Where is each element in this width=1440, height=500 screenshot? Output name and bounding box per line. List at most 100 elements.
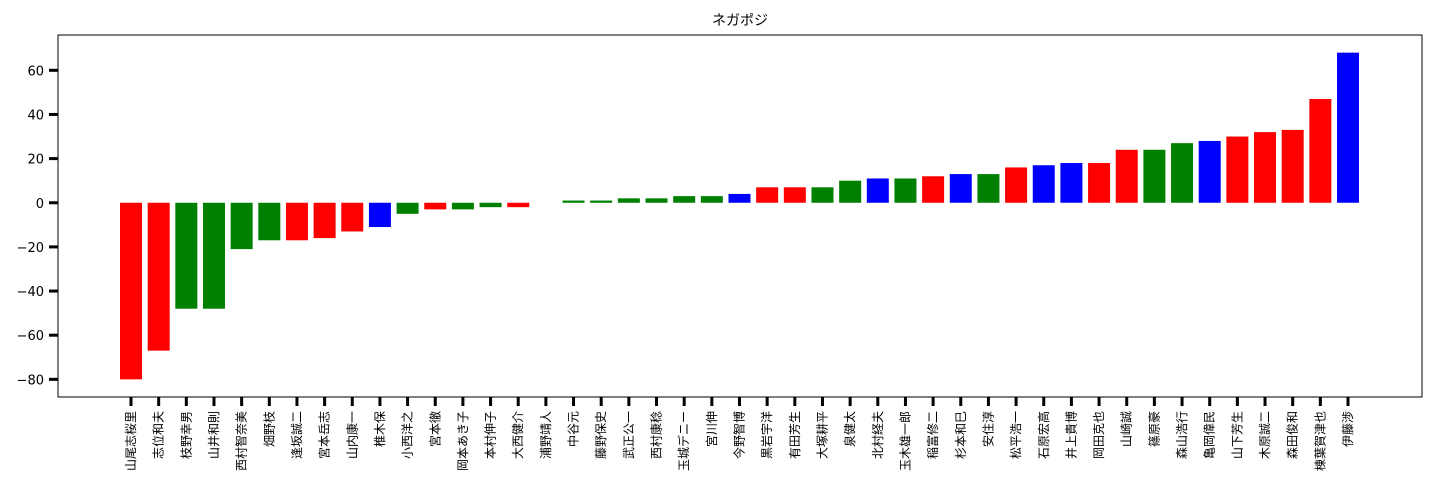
y-tick-label: −40 xyxy=(17,285,44,300)
bar xyxy=(977,174,1000,203)
x-tick-label: 志位和夫 xyxy=(151,411,166,459)
bar xyxy=(783,187,806,203)
x-tick-label: 玉城デニー xyxy=(676,411,691,471)
bar xyxy=(617,198,640,203)
x-tick-label: 逢坂誠二 xyxy=(290,411,304,459)
x-tick-label: 山尾志桜里 xyxy=(124,411,138,471)
x-axis: 山尾志桜里 志位和夫 枝野幸男 山井和則 西村智奈美 畑野枝 逢坂誠二 宮本岳志 山内康一 椎木保… xyxy=(124,397,1355,471)
bar xyxy=(562,200,585,203)
x-tick-label: 山内康一 xyxy=(344,411,359,459)
bar xyxy=(1226,136,1249,203)
y-tick-label: −80 xyxy=(17,373,44,388)
bar xyxy=(479,202,502,208)
x-tick-label: 安住淳 xyxy=(980,411,995,447)
bar xyxy=(645,198,668,203)
x-tick-label: 武正公一 xyxy=(622,411,636,459)
bar xyxy=(1198,140,1221,203)
y-tick-label: 20 xyxy=(27,153,44,168)
y-tick-label: −20 xyxy=(17,241,44,256)
x-tick-label: 森山浩行 xyxy=(1174,411,1189,459)
bar xyxy=(728,193,751,203)
y-tick-label: 60 xyxy=(27,64,44,79)
bar xyxy=(1032,165,1055,203)
x-tick-label: 杉本和巳 xyxy=(954,411,968,459)
x-tick-label: 玉木雄一郎 xyxy=(897,411,912,471)
x-tick-label: 浦野靖人 xyxy=(539,411,553,459)
x-tick-label: 北村経夫 xyxy=(871,411,885,459)
bars-group xyxy=(120,52,1359,380)
x-tick-label: 伊藤渉 xyxy=(1340,411,1355,447)
x-tick-label: 宮川伸 xyxy=(704,411,719,447)
x-tick-label: 松平浩一 xyxy=(1009,411,1023,459)
bar xyxy=(341,202,364,232)
bar xyxy=(866,178,889,203)
bar xyxy=(120,202,142,380)
x-tick-label: 森田俊和 xyxy=(1285,411,1300,459)
bar xyxy=(1309,99,1332,203)
bar xyxy=(590,200,613,203)
x-tick-label: 宮本徹 xyxy=(427,411,442,447)
x-tick-label: 畑野枝 xyxy=(261,411,276,447)
bar xyxy=(147,202,170,351)
plot-frame xyxy=(57,34,1423,398)
bar xyxy=(673,196,696,203)
x-tick-label: 亀岡偉民 xyxy=(1203,411,1217,459)
bar xyxy=(230,202,253,250)
bar xyxy=(175,202,198,309)
bar xyxy=(1171,143,1194,203)
bar xyxy=(507,202,530,208)
y-axis: −80 −60 −40 −20 0 20 40 60 xyxy=(17,64,58,388)
x-tick-label: 井上貴博 xyxy=(1063,411,1078,459)
x-tick-label: 山崎誠 xyxy=(1120,411,1134,447)
bar xyxy=(1337,52,1359,203)
x-tick-label: 中谷元 xyxy=(566,411,581,447)
x-tick-label: 泉健太 xyxy=(842,411,857,447)
bar xyxy=(1281,129,1304,203)
bar xyxy=(1254,132,1277,203)
bar xyxy=(949,174,972,203)
bar xyxy=(1088,163,1111,203)
bar xyxy=(839,180,862,203)
y-tick-label: −60 xyxy=(17,329,44,344)
x-tick-label: 西村康稔 xyxy=(649,411,664,459)
bar xyxy=(313,202,336,239)
x-tick-label: 山下芳生 xyxy=(1230,411,1244,459)
y-tick-label: 40 xyxy=(27,108,44,123)
bar xyxy=(202,202,225,309)
bar xyxy=(1115,149,1138,203)
x-tick-label: 大塚耕平 xyxy=(814,411,829,459)
bar xyxy=(285,202,308,241)
x-tick-label: 岡本あき子 xyxy=(456,411,470,471)
bar xyxy=(811,187,834,203)
x-tick-label: 本村伸子 xyxy=(484,411,498,459)
bar xyxy=(894,178,917,203)
bar xyxy=(396,202,419,214)
x-tick-label: 西村智奈美 xyxy=(234,411,249,471)
x-tick-label: 黒岩宇洋 xyxy=(759,411,774,459)
x-tick-label: 藤野保史 xyxy=(594,411,608,459)
bar xyxy=(1143,149,1166,203)
x-tick-label: 稲富修二 xyxy=(925,411,940,459)
x-tick-label: 大西健介 xyxy=(511,411,525,459)
bar xyxy=(1005,167,1028,203)
x-tick-label: 有田芳生 xyxy=(788,411,802,459)
x-tick-label: 篠原豪 xyxy=(1146,411,1161,447)
y-tick-label: 0 xyxy=(36,197,44,212)
bar xyxy=(424,202,447,210)
bar xyxy=(368,202,391,228)
x-tick-label: 小西洋之 xyxy=(400,411,415,459)
x-tick-label: 椎木保 xyxy=(372,411,387,447)
bar xyxy=(700,196,723,203)
chart-title: ネガポジ xyxy=(712,13,768,29)
x-tick-label: 山井和則 xyxy=(207,411,221,459)
x-tick-label: 石原宏高 xyxy=(1036,411,1051,459)
x-tick-label: 木原誠二 xyxy=(1258,411,1272,459)
x-tick-label: 岡田克也 xyxy=(1092,411,1106,459)
bar xyxy=(922,176,945,203)
bar xyxy=(451,202,474,210)
bar xyxy=(1060,163,1083,203)
x-tick-label: 宮本岳志 xyxy=(317,411,332,459)
x-tick-label: 今野智博 xyxy=(732,411,747,459)
x-tick-label: 枝野幸男 xyxy=(178,411,193,459)
